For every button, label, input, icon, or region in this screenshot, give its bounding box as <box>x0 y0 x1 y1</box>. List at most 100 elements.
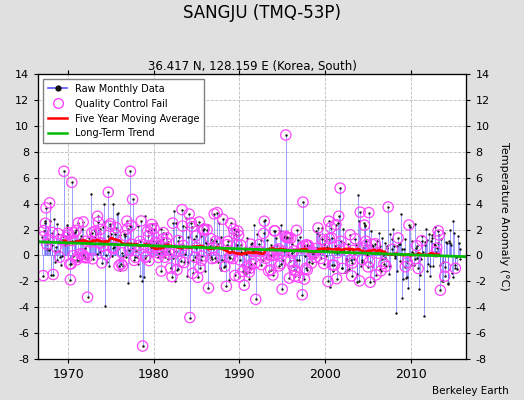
Point <box>70 238 79 244</box>
Point <box>418 232 427 239</box>
Point <box>328 235 336 241</box>
Point <box>428 234 436 241</box>
Point <box>207 254 215 260</box>
Point <box>409 249 417 256</box>
Point <box>144 228 152 234</box>
Point <box>289 262 297 269</box>
Point <box>334 220 342 226</box>
Point <box>324 218 333 224</box>
Point <box>102 252 111 258</box>
Point <box>344 241 352 248</box>
Point <box>250 248 258 255</box>
Point <box>441 264 450 270</box>
Point <box>265 244 274 251</box>
Point <box>99 243 107 250</box>
Point <box>396 240 404 247</box>
Point <box>447 270 456 276</box>
Point <box>310 248 319 254</box>
Point <box>180 259 188 266</box>
Point <box>203 222 212 228</box>
Point <box>93 250 101 257</box>
Point <box>191 233 200 239</box>
Point <box>301 253 309 259</box>
Point <box>152 220 160 227</box>
Point <box>366 279 375 286</box>
Point <box>79 219 88 225</box>
Point <box>151 239 160 245</box>
Point <box>83 294 92 300</box>
Point <box>42 205 50 211</box>
Point <box>107 252 116 259</box>
Point <box>330 249 338 255</box>
Point <box>328 235 336 241</box>
Point <box>257 262 266 268</box>
Point <box>281 233 289 240</box>
Point <box>105 263 113 269</box>
Point <box>153 240 161 246</box>
Point <box>97 240 105 246</box>
Point <box>277 260 285 267</box>
Point <box>150 243 159 249</box>
Point <box>99 224 107 230</box>
Point <box>359 245 367 252</box>
Point <box>144 233 152 239</box>
Point <box>68 179 76 186</box>
Point <box>148 242 157 248</box>
Point <box>414 286 423 293</box>
Point <box>89 240 97 247</box>
Point <box>338 265 346 272</box>
Point <box>452 254 460 260</box>
Point <box>238 268 247 274</box>
Point <box>65 231 73 238</box>
Point <box>195 219 203 225</box>
Point <box>94 219 103 225</box>
Point <box>246 265 254 272</box>
Point <box>139 242 148 248</box>
Point <box>368 242 377 248</box>
Point <box>388 246 397 252</box>
Point <box>67 261 75 267</box>
Point <box>414 265 422 272</box>
Point <box>240 282 248 288</box>
Point <box>303 267 311 273</box>
Point <box>423 237 432 243</box>
Point <box>272 247 281 254</box>
Point <box>166 265 174 271</box>
Point <box>424 261 432 268</box>
Point <box>257 236 265 243</box>
Point <box>255 241 264 248</box>
Point <box>384 204 392 210</box>
Point <box>252 249 260 256</box>
Point <box>365 258 374 265</box>
Point <box>91 226 100 233</box>
Point <box>304 243 313 249</box>
Point <box>161 254 169 260</box>
Point <box>221 263 229 270</box>
Point <box>447 242 455 248</box>
Point <box>383 245 391 252</box>
Point <box>179 223 187 229</box>
Point <box>264 252 272 258</box>
Point <box>148 221 156 228</box>
Point <box>268 252 276 259</box>
Point <box>403 259 412 266</box>
Point <box>402 274 411 280</box>
Point <box>357 259 366 265</box>
Point <box>162 240 170 246</box>
Point <box>118 263 127 269</box>
Point <box>199 227 208 234</box>
Point <box>395 240 403 247</box>
Point <box>332 276 341 282</box>
Point <box>390 255 399 261</box>
Point <box>425 263 434 270</box>
Point <box>417 256 425 263</box>
Point <box>310 251 318 258</box>
Point <box>177 246 185 253</box>
Point <box>198 253 206 260</box>
Point <box>246 265 254 272</box>
Point <box>311 254 319 260</box>
Point <box>61 238 70 244</box>
Point <box>408 249 417 256</box>
Point <box>178 206 186 213</box>
Point <box>222 283 231 290</box>
